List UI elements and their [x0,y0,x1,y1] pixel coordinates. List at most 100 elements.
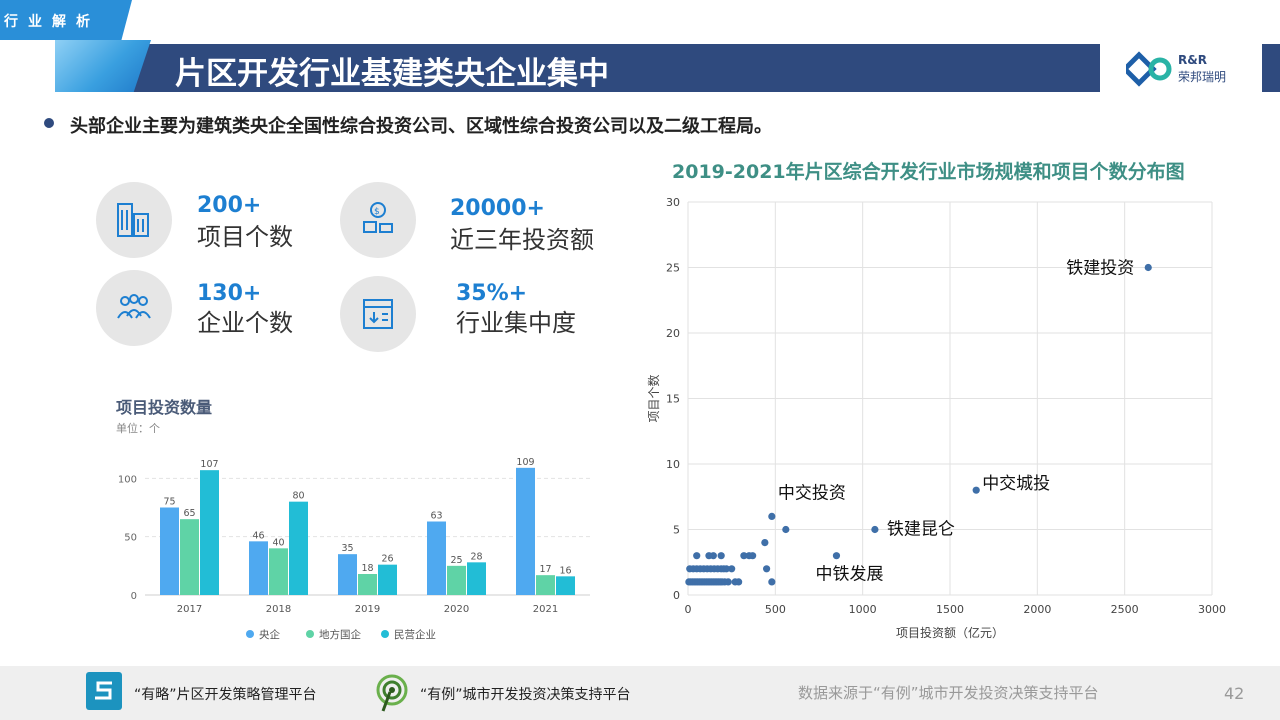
scatter-point [871,525,879,534]
scatter-point [972,486,980,494]
y-tick-label: 100 [118,474,137,485]
x-tick-label: 2018 [266,604,291,615]
bar [338,554,357,595]
scatter-point [1144,263,1152,272]
point-label: 中交投资 [778,483,846,503]
y-tick-label: 10 [666,458,680,471]
scatter-point [693,552,701,560]
y-tick-label: 20 [666,327,680,340]
title-bar [60,44,1100,92]
bar-value-label: 107 [200,459,218,470]
scatter-point [724,578,732,586]
footer-platform-2: “有例”城市开发投资决策支持平台 [420,687,631,703]
concentration-icon [340,276,416,352]
scatter-point [728,565,736,573]
title-accent [55,40,151,92]
x-tick-label: 500 [765,603,786,616]
x-tick-label: 1000 [849,603,877,616]
bullet-dot [44,118,54,128]
bar [447,565,466,595]
stat-projects-label: 项目个数 [197,223,293,251]
bar [200,470,219,595]
scatter-point [735,578,743,586]
scatter-chart-title: 2019-2021年片区综合开发行业市场规模和项目个数分布图 [672,161,1185,183]
bar-value-label: 35 [341,543,353,554]
stat-companies-label: 企业个数 [197,309,293,337]
logo-mark-icon [1121,51,1172,87]
section-tag-label: 行业解析 [4,14,100,30]
bar-value-label: 80 [292,491,304,502]
bar [556,576,575,595]
investment-icon: $ [340,182,416,258]
bar [289,501,308,595]
title-bar-end [1262,44,1280,92]
point-label: 铁建昆仑 [887,520,955,540]
bar [180,519,199,595]
scatter-point [832,552,841,560]
legend-label: 地方国企 [319,628,361,641]
bar-chart: 0 50 100 75 65 107 2017 46 40 80 2018 35 18 26 2019 63 2… [118,457,590,641]
youlue-logo-icon [86,672,122,710]
stat-concentration-value: 35%+ [456,281,528,306]
stat-investment-label: 近三年投资额 [450,226,594,254]
logo-en: R&R [1178,53,1207,67]
bar-value-label: 25 [450,555,462,566]
bar [269,548,288,595]
company-logo: R&R 荣邦瑞明 [1121,50,1276,90]
bar [516,467,535,595]
bullet-text: 头部企业主要为建筑类央企全国性综合投资公司、区域性综合投资公司以及二级工程局。 [70,116,772,137]
scatter-point [782,525,790,534]
y-tick-label: 30 [666,196,680,209]
scatter-point [722,565,731,573]
y-tick-label: 0 [673,589,680,602]
bar-value-label: 26 [381,554,393,565]
scatter-point [768,512,776,520]
people-icon [96,270,172,346]
y-tick-label: 50 [124,533,137,544]
stat-investment-value: 20000+ [450,196,545,221]
scatter-point [749,552,757,560]
x-tick-label: 0 [685,603,692,616]
point-label: 中交城投 [982,474,1050,494]
bar [249,541,268,595]
data-source: 数据来源于“有例”城市开发投资决策支持平台 [798,684,1099,702]
youli-logo-icon [376,674,408,712]
bar-chart-unit: 单位：个 [116,422,160,435]
stat-projects-value: 200+ [197,193,262,218]
x-axis-label: 项目投资额（亿元） [896,625,1004,640]
bar-value-label: 65 [183,508,195,519]
legend-marker [306,630,314,638]
x-tick-label: 1500 [936,603,964,616]
legend-marker [246,630,254,638]
logo-cn: 荣邦瑞明 [1178,70,1227,84]
bar-value-label: 16 [559,565,571,576]
bar [378,564,397,595]
page-number: 42 [1224,684,1245,703]
x-tick-label: 2017 [177,604,202,615]
bar-value-label: 18 [361,563,373,574]
scatter-point [763,565,771,573]
scatter-point [740,552,748,560]
bar-value-label: 63 [430,511,442,522]
x-tick-label: 2021 [533,604,558,615]
footer [0,666,1280,720]
y-tick-label: 25 [666,262,680,275]
bar-value-label: 40 [272,537,284,548]
legend-label: 央企 [259,628,280,641]
y-tick-label: 5 [673,524,680,537]
bar-value-label: 28 [470,551,482,562]
bar [536,575,555,595]
y-axis-label: 项目个数 [646,374,661,422]
bar-value-label: 75 [163,497,175,508]
bar-value-label: 46 [252,530,264,541]
bar-value-label: 17 [539,564,551,575]
point-label: 中铁发展 [815,565,883,585]
stat-concentration-label: 行业集中度 [456,309,576,337]
x-tick-label: 2019 [355,604,380,615]
bar [427,521,446,595]
legend-label: 民营企业 [394,628,436,641]
x-tick-label: 2500 [1111,603,1139,616]
bar-value-label: 109 [516,457,534,468]
point-label: 铁建投资 [1066,259,1134,279]
footer-platform-1: “有略”片区开发策略管理平台 [134,687,317,703]
